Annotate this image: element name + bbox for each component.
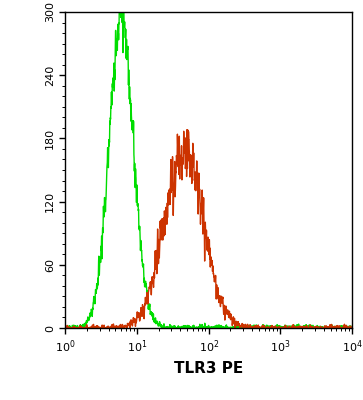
X-axis label: TLR3 PE: TLR3 PE [174,360,243,376]
